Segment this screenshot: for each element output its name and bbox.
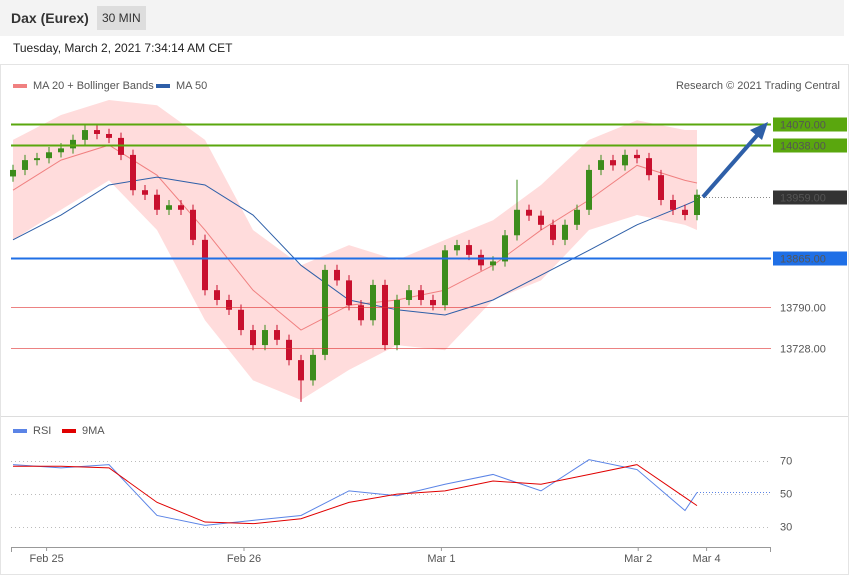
candle-body [238,309,244,331]
candle-body [70,139,76,149]
y-tick-label: 30 [780,521,792,533]
series-line [12,459,698,526]
source-note: Research © 2021 Trading Central [676,80,840,92]
timestamp: Tuesday, March 2, 2021 7:34:14 AM CET [13,41,233,55]
candle-body [130,154,136,191]
candle-body [526,209,532,216]
candle-body [10,169,16,177]
level-label: 14038.00 [780,140,826,152]
candle-body [382,284,388,346]
level-box [773,117,847,132]
candle-body [322,269,328,355]
level-box [773,138,847,153]
header-bar: Dax (Eurex) 30 MIN [0,0,844,36]
level-box [773,190,847,205]
candle-body [670,199,676,210]
candle-body [418,290,424,300]
frame [0,64,849,575]
legend-swatch [13,429,27,433]
candle-body [574,209,580,225]
candle-body [202,239,208,291]
y-tick-label: 70 [780,455,792,467]
x-tick-label: Feb 25 [29,553,63,565]
level-label: 13865.00 [780,253,826,265]
candle-body [370,284,376,321]
x-tick-label: Mar 1 [427,553,455,565]
candle-body [22,160,28,170]
candle-body [514,209,520,236]
x-tick-label: Mar 2 [624,553,652,565]
legend-label: MA 50 [176,80,207,92]
candle-body [586,169,592,210]
candle-body [466,245,472,255]
candle-body [214,290,220,300]
candle-body [34,158,40,161]
legend-label: 9MA [82,425,105,437]
candle-body [694,194,700,216]
instrument: Dax (Eurex) [11,10,89,26]
candle-body [442,250,448,306]
candle-body [274,330,280,340]
candle-body [622,154,628,166]
candle-body [598,160,604,170]
candle-body [94,130,100,134]
candle-body [538,215,544,225]
x-tick-label: Mar 4 [693,553,721,565]
level-label: 13959.00 [780,192,826,204]
legend-label: MA 20 + Bollinger Bands [33,80,154,92]
legend-swatch [62,429,76,433]
timeframe[interactable]: 30 MIN [97,6,146,30]
candle-body [478,254,484,266]
legend-swatch [13,84,27,88]
candle-body [190,209,196,240]
candle-body [658,175,664,200]
candle-body [46,152,52,159]
candle-body [286,339,292,361]
candle-body [298,360,304,381]
candle-body [406,290,412,300]
level-label: 13728.00 [780,343,826,355]
legend-label: RSI [33,425,51,437]
x-tick-label: Feb 26 [227,553,261,565]
level-label: 13790.00 [780,302,826,314]
candle-body [358,305,364,321]
legend-swatch [156,84,170,88]
level-label: 14070.00 [780,119,826,131]
candle-body [490,261,496,266]
candle-body [502,235,508,262]
candle-body [142,190,148,195]
candle-body [454,245,460,251]
candle-body [250,330,256,346]
candle-body [430,299,436,306]
candle-body [562,224,568,240]
candle-body [166,205,172,210]
candle-body [346,280,352,306]
candle-body [226,299,232,310]
series-line [13,464,698,525]
candle-body [154,194,160,210]
candle-body [634,154,640,159]
candle-body [682,209,688,216]
arrow-shaft [701,130,762,199]
target-arrow [701,122,768,199]
bollinger-band [13,100,697,400]
level-box [773,251,847,266]
candle-body [394,299,400,346]
y-tick-label: 50 [780,488,792,500]
candle-body [262,330,268,346]
candle-body [646,158,652,176]
candle-body [550,224,556,240]
candle-body [58,148,64,153]
candle-body [610,160,616,166]
candle-body [106,133,112,138]
candle-body [334,269,340,281]
arrow-head [750,122,768,140]
candle-body [310,354,316,381]
candle-body [178,205,184,210]
candle-body [82,130,88,140]
